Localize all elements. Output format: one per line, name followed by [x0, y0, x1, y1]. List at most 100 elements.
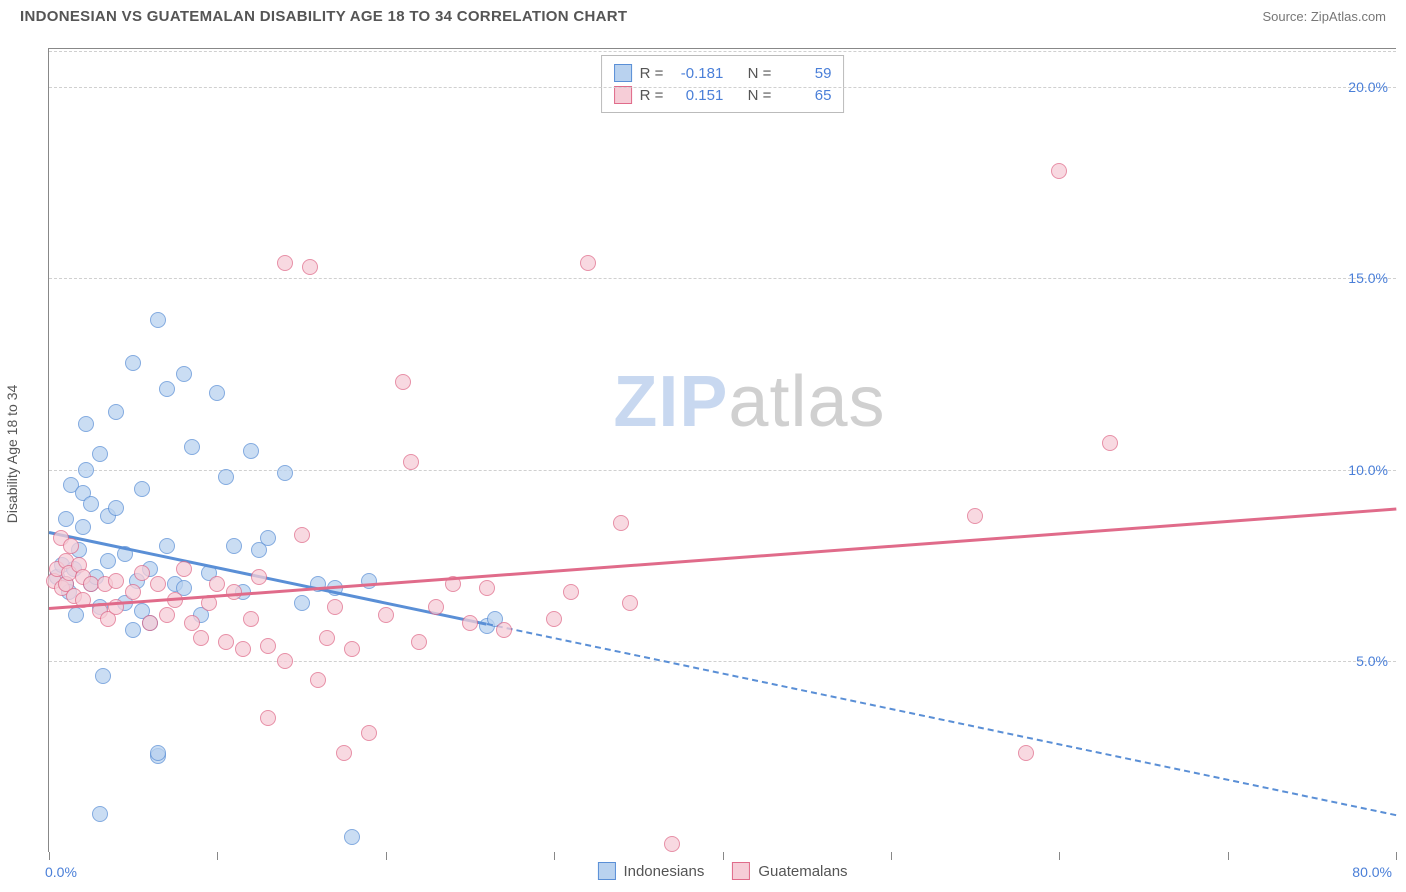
- data-point: [125, 584, 141, 600]
- data-point: [411, 634, 427, 650]
- legend-r-value-0: -0.181: [671, 65, 723, 82]
- legend-n-value-0: 59: [779, 65, 831, 82]
- y-tick-label: 10.0%: [1348, 462, 1388, 478]
- data-point: [108, 500, 124, 516]
- data-point: [378, 607, 394, 623]
- data-point: [150, 745, 166, 761]
- data-point: [1018, 745, 1034, 761]
- data-point: [159, 538, 175, 554]
- legend-r-value-1: 0.151: [671, 87, 723, 104]
- data-point: [403, 454, 419, 470]
- legend-label: Guatemalans: [758, 863, 847, 880]
- data-point: [75, 519, 91, 535]
- data-point: [125, 355, 141, 371]
- data-point: [95, 668, 111, 684]
- x-tick: [386, 852, 387, 860]
- x-tick: [723, 852, 724, 860]
- data-point: [58, 511, 74, 527]
- data-point: [142, 615, 158, 631]
- data-point: [967, 508, 983, 524]
- gridline: [49, 278, 1396, 279]
- legend-n-label: N =: [748, 87, 772, 104]
- y-tick-label: 15.0%: [1348, 270, 1388, 286]
- x-tick: [891, 852, 892, 860]
- data-point: [319, 630, 335, 646]
- x-tick: [554, 852, 555, 860]
- data-point: [134, 565, 150, 581]
- correlation-legend: R = -0.181 N = 59 R = 0.151 N = 65: [601, 55, 845, 113]
- data-point: [159, 607, 175, 623]
- x-tick: [49, 852, 50, 860]
- swatch-guatemalans: [614, 86, 632, 104]
- data-point: [159, 381, 175, 397]
- data-point: [496, 622, 512, 638]
- data-point: [251, 569, 267, 585]
- data-point: [100, 553, 116, 569]
- data-point: [580, 255, 596, 271]
- watermark-atlas: atlas: [728, 362, 885, 442]
- x-tick: [1396, 852, 1397, 860]
- data-point: [134, 481, 150, 497]
- chart-plot-area: ZIPatlas R = -0.181 N = 59 R = 0.151 N =…: [48, 48, 1396, 852]
- data-point: [260, 638, 276, 654]
- legend-item-guatemalans: Guatemalans: [732, 862, 847, 880]
- trend-line-extrapolated: [487, 623, 1397, 816]
- legend-r-label: R =: [640, 87, 664, 104]
- x-tick: [217, 852, 218, 860]
- data-point: [218, 634, 234, 650]
- data-point: [428, 599, 444, 615]
- data-point: [294, 595, 310, 611]
- legend-n-label: N =: [748, 65, 772, 82]
- data-point: [108, 573, 124, 589]
- data-point: [277, 653, 293, 669]
- data-point: [83, 496, 99, 512]
- x-tick: [1059, 852, 1060, 860]
- gridline: [49, 470, 1396, 471]
- data-point: [344, 641, 360, 657]
- data-point: [310, 672, 326, 688]
- swatch-indonesians: [614, 64, 632, 82]
- swatch-icon: [732, 862, 750, 880]
- legend-r-label: R =: [640, 65, 664, 82]
- series-legend: Indonesians Guatemalans: [597, 862, 847, 880]
- data-point: [361, 725, 377, 741]
- data-point: [546, 611, 562, 627]
- header: INDONESIAN VS GUATEMALAN DISABILITY AGE …: [0, 0, 1406, 29]
- swatch-icon: [597, 862, 615, 880]
- data-point: [108, 404, 124, 420]
- data-point: [664, 836, 680, 852]
- data-point: [336, 745, 352, 761]
- legend-item-indonesians: Indonesians: [597, 862, 704, 880]
- data-point: [302, 259, 318, 275]
- data-point: [63, 538, 79, 554]
- trend-line: [49, 508, 1396, 610]
- watermark-zip: ZIP: [613, 362, 728, 442]
- data-point: [277, 255, 293, 271]
- data-point: [243, 611, 259, 627]
- data-point: [243, 443, 259, 459]
- data-point: [622, 595, 638, 611]
- x-axis-start-label: 0.0%: [45, 864, 77, 880]
- data-point: [563, 584, 579, 600]
- data-point: [344, 829, 360, 845]
- chart-title: INDONESIAN VS GUATEMALAN DISABILITY AGE …: [20, 8, 627, 25]
- data-point: [277, 465, 293, 481]
- data-point: [479, 580, 495, 596]
- gridline: [49, 51, 1396, 52]
- data-point: [209, 385, 225, 401]
- y-tick-label: 20.0%: [1348, 79, 1388, 95]
- data-point: [294, 527, 310, 543]
- data-point: [92, 806, 108, 822]
- source-label: Source: ZipAtlas.com: [1262, 9, 1386, 24]
- data-point: [218, 469, 234, 485]
- data-point: [150, 576, 166, 592]
- y-axis-label: Disability Age 18 to 34: [4, 385, 20, 524]
- data-point: [1051, 163, 1067, 179]
- data-point: [176, 366, 192, 382]
- gridline: [49, 87, 1396, 88]
- legend-n-value-1: 65: [779, 87, 831, 104]
- x-axis-end-label: 80.0%: [1352, 864, 1392, 880]
- watermark: ZIPatlas: [613, 361, 885, 443]
- data-point: [193, 630, 209, 646]
- data-point: [1102, 435, 1118, 451]
